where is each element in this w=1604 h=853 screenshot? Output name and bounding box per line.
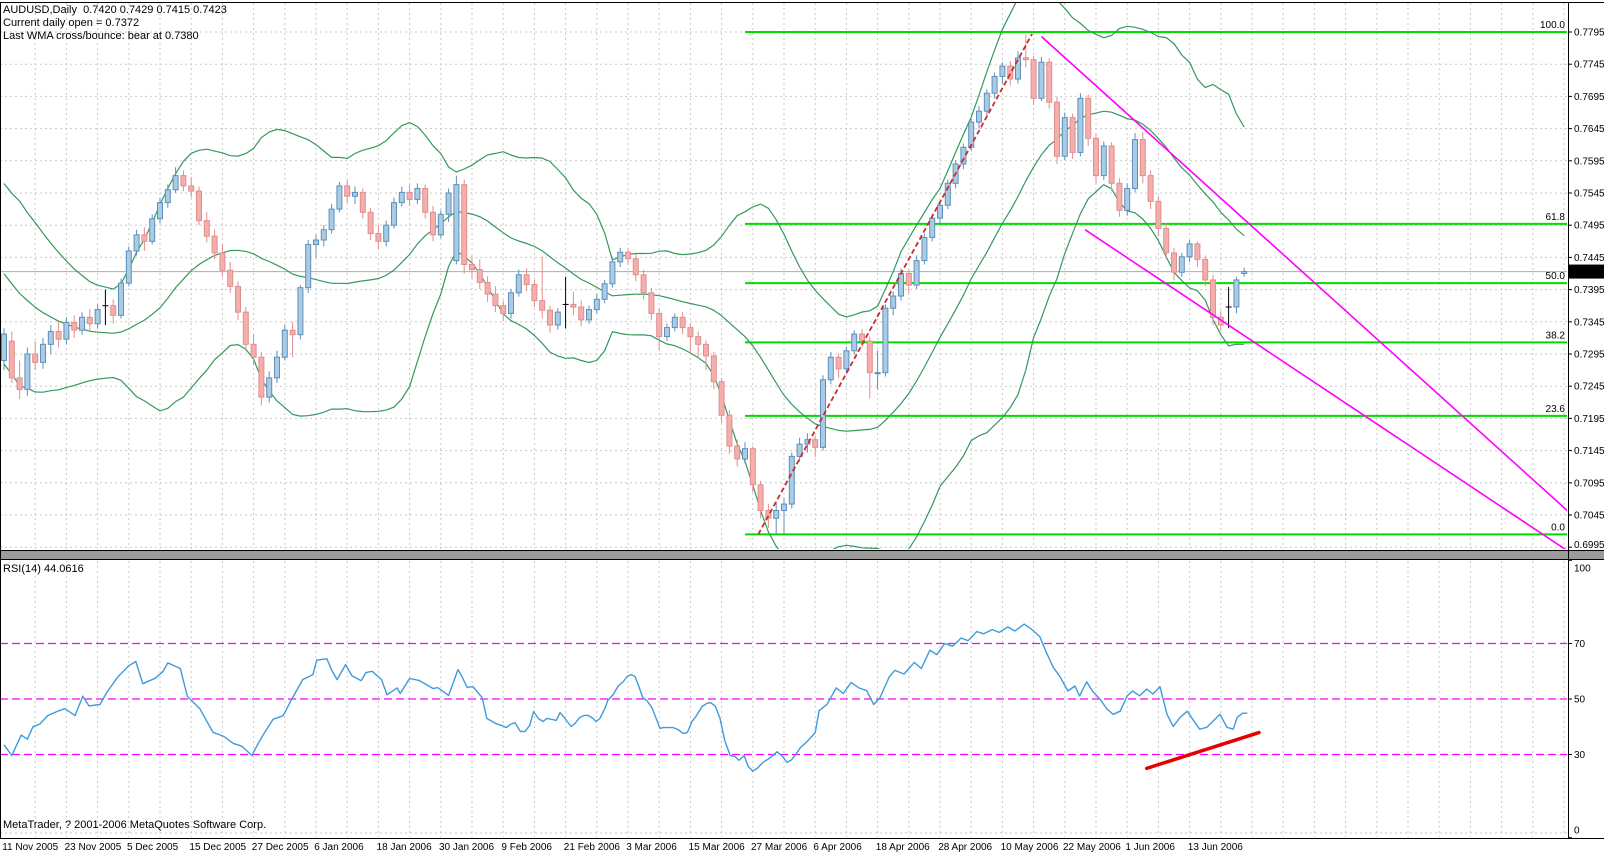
svg-text:18 Apr 2006: 18 Apr 2006 (876, 842, 930, 853)
svg-text:0.7645: 0.7645 (1574, 124, 1604, 135)
rsi-indicator-label: RSI(14) 44.0616 (3, 563, 84, 575)
svg-text:6 Apr 2006: 6 Apr 2006 (813, 842, 862, 853)
svg-text:21 Feb 2006: 21 Feb 2006 (564, 842, 621, 853)
bollinger-middle (3, 110, 1245, 432)
price-axis[interactable]: 0.7795 0.7745 0.7695 0.7645 0.7595 0.7545 0.74… (1568, 28, 1604, 552)
svg-text:0.7495: 0.7495 (1574, 221, 1604, 232)
svg-text:0.7295: 0.7295 (1574, 350, 1604, 361)
svg-text:22 May 2006: 22 May 2006 (1063, 842, 1121, 853)
time-axis[interactable]: 11 Nov 2005 23 Nov 2005 5 Dec 2005 15 Dec 2… (2, 842, 1243, 853)
bollinger-bands (3, 3, 1245, 549)
svg-text:0: 0 (1574, 826, 1580, 837)
svg-text:0.7545: 0.7545 (1574, 189, 1604, 200)
svg-text:23.6: 23.6 (1546, 404, 1566, 415)
copyright-text: MetaTrader, ? 2001-2006 MetaQuotes Softw… (3, 819, 267, 831)
svg-text:0.6995: 0.6995 (1574, 540, 1604, 551)
svg-text:0.7195: 0.7195 (1574, 414, 1604, 425)
svg-text:18 Jan 2006: 18 Jan 2006 (377, 842, 432, 853)
svg-text:10 May 2006: 10 May 2006 (1001, 842, 1059, 853)
symbol-ohlc-readout: AUDUSD,Daily 0.7420 0.7429 0.7415 0.7423 (3, 4, 227, 16)
bollinger-lower (3, 183, 1245, 549)
svg-text:0.7595: 0.7595 (1574, 156, 1604, 167)
svg-text:0.7245: 0.7245 (1574, 382, 1604, 393)
daily-open-readout: Current daily open = 0.7372 (3, 17, 140, 29)
bollinger-upper (3, 3, 1245, 318)
svg-text:0.7095: 0.7095 (1574, 478, 1604, 489)
svg-text:28 Apr 2006: 28 Apr 2006 (938, 842, 992, 853)
svg-text:0.7445: 0.7445 (1574, 253, 1604, 264)
svg-text:5 Dec 2005: 5 Dec 2005 (127, 842, 179, 853)
fibonacci-labels: 0.0 23.6 38.2 50.0 61.8 100.0 (1540, 20, 1565, 533)
svg-text:0.7695: 0.7695 (1574, 92, 1604, 103)
svg-text:100.0: 100.0 (1540, 20, 1565, 31)
svg-text:50: 50 (1574, 695, 1586, 706)
svg-text:23 Nov 2005: 23 Nov 2005 (65, 842, 122, 853)
svg-text:0.7145: 0.7145 (1574, 446, 1604, 457)
svg-text:30: 30 (1574, 750, 1586, 761)
svg-text:0.7045: 0.7045 (1574, 511, 1604, 522)
svg-text:38.2: 38.2 (1546, 330, 1566, 341)
svg-text:27 Dec 2005: 27 Dec 2005 (252, 842, 309, 853)
trendline-down-channel-lower[interactable] (1084, 229, 1568, 551)
svg-text:0.7423: 0.7423 (1572, 267, 1603, 278)
svg-text:13 Jun 2006: 13 Jun 2006 (1188, 842, 1243, 853)
svg-text:0.7795: 0.7795 (1574, 28, 1604, 39)
svg-text:15 Dec 2005: 15 Dec 2005 (189, 842, 246, 853)
rsi-panel[interactable] (0, 561, 1568, 837)
svg-text:0.7395: 0.7395 (1574, 285, 1604, 296)
fibonacci-retracement[interactable] (745, 31, 1568, 536)
candles (1, 34, 1248, 535)
svg-text:100: 100 (1574, 564, 1591, 575)
wma-signal-readout: Last WMA cross/bounce: bear at 0.7380 (3, 30, 199, 42)
svg-text:9 Feb 2006: 9 Feb 2006 (501, 842, 552, 853)
trendline-rsi-support[interactable] (1144, 730, 1261, 771)
price-grid (1, 3, 1567, 549)
svg-text:3 Mar 2006: 3 Mar 2006 (626, 842, 677, 853)
svg-text:1 Jun 2006: 1 Jun 2006 (1125, 842, 1175, 853)
rsi-line (3, 623, 1248, 772)
trendline-rally-support-dashed[interactable] (757, 33, 1033, 535)
svg-text:27 Mar 2006: 27 Mar 2006 (751, 842, 808, 853)
rsi-grid (1, 561, 1567, 837)
svg-text:0.7345: 0.7345 (1574, 317, 1604, 328)
svg-text:15 Mar 2006: 15 Mar 2006 (689, 842, 746, 853)
main-price-panel[interactable]: 0.0 23.6 38.2 50.0 61.8 100.0 (0, 0, 1568, 557)
svg-text:70: 70 (1574, 639, 1586, 650)
trendline-down-channel-upper[interactable] (1040, 35, 1568, 512)
current-price-marker: 0.7423 (1569, 264, 1604, 279)
panel-separator[interactable] (0, 551, 1604, 559)
svg-text:0.0: 0.0 (1551, 522, 1565, 533)
rsi-axis[interactable]: 100 70 50 30 0 (1568, 559, 1591, 839)
svg-text:30 Jan 2006: 30 Jan 2006 (439, 842, 494, 853)
svg-text:0.7745: 0.7745 (1574, 60, 1604, 71)
svg-text:50.0: 50.0 (1546, 271, 1566, 282)
svg-text:61.8: 61.8 (1546, 212, 1566, 223)
svg-text:11 Nov 2005: 11 Nov 2005 (2, 842, 58, 853)
svg-text:6 Jan 2006: 6 Jan 2006 (314, 842, 364, 853)
